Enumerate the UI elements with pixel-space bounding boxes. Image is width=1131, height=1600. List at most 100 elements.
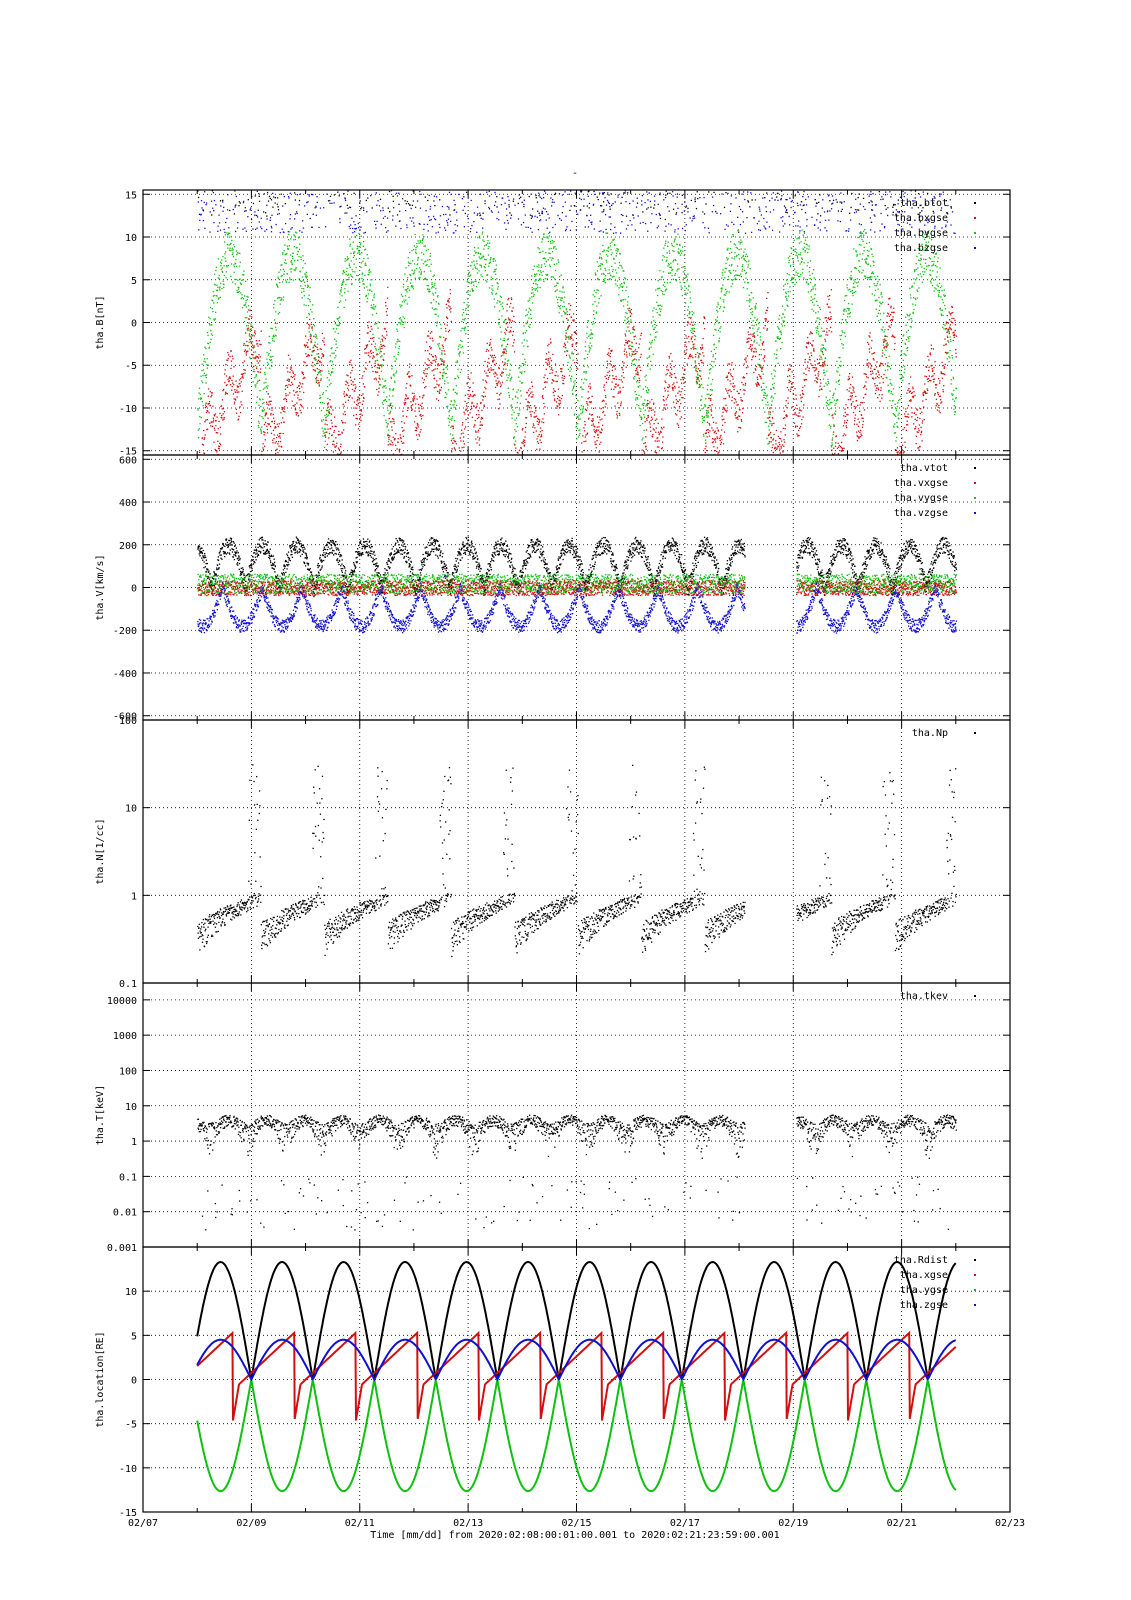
data-point [218,222,221,224]
data-point [559,402,562,404]
data-point [341,432,343,434]
data-point [523,371,526,373]
data-point [330,360,332,362]
data-point [357,428,360,430]
data-point [722,406,724,409]
data-point [564,313,566,315]
data-point [552,353,554,356]
data-point [714,328,716,331]
data-point [530,217,533,219]
data-point [355,278,357,281]
data-point [575,229,577,231]
data-point [245,230,248,232]
data-point [634,350,636,352]
data-point [391,441,394,444]
data-point [363,371,365,373]
data-point [722,269,724,271]
data-point [675,398,677,401]
data-point [404,402,407,404]
data-point [644,421,646,423]
data-point [432,369,435,371]
data-point [494,201,497,203]
data-point [439,348,441,350]
data-point [338,430,340,433]
data-point [494,270,496,272]
data-point [410,207,412,210]
data-point [370,337,372,340]
data-point [329,199,331,202]
data-point [519,409,521,411]
data-point [561,194,564,196]
data-point [467,393,469,396]
data-point [447,417,449,420]
data-point [482,379,484,381]
data-point [462,436,465,438]
data-point [331,361,334,363]
data-point [338,453,341,455]
data-point [461,340,463,342]
data-point [392,388,395,390]
data-point [335,445,337,447]
data-point [544,386,546,388]
data-point [410,279,412,281]
data-point [554,269,557,272]
data-point [217,277,219,279]
data-point [472,268,474,270]
data-point [574,331,576,333]
data-point [603,280,606,282]
x-tick-label: 02/21 [887,1518,917,1529]
data-point [527,401,529,403]
data-point [235,380,237,382]
data-point [389,435,391,437]
data-point [344,299,347,301]
data-point [392,200,395,203]
data-point [436,296,439,298]
data-point [367,293,370,295]
data-point [270,356,272,358]
data-point [352,366,354,369]
data-point [595,291,597,294]
data-point [567,319,569,321]
data-point [577,368,579,370]
data-point [229,383,232,386]
data-point [592,303,594,305]
data-point [210,329,212,332]
data-point [250,342,253,344]
data-point [412,260,414,262]
data-point [528,307,530,310]
data-point [300,383,302,385]
data-point [600,230,602,232]
data-point [236,252,239,254]
data-point [705,409,708,412]
data-point [346,381,348,384]
data-point [205,204,207,206]
data-point [448,424,450,427]
data-point [413,392,415,395]
data-point [623,277,626,279]
data-point [504,333,507,335]
data-point [408,296,410,299]
data-point [322,339,324,342]
data-point [410,405,413,407]
data-point [451,415,454,418]
data-point [405,394,407,396]
data-point [353,251,355,253]
data-point [670,376,673,378]
data-point [356,398,359,401]
data-point [712,354,714,356]
data-point [568,374,571,377]
data-point [601,211,603,213]
data-point [628,330,630,332]
data-point [520,447,523,449]
data-point [540,266,543,268]
data-point [503,339,505,342]
data-point [627,340,630,342]
data-point [352,384,355,386]
data-point [665,288,668,290]
data-point [708,422,710,425]
data-point [525,309,527,311]
data-point [252,381,254,383]
data-point [620,299,622,302]
data-point [442,360,444,362]
data-point [387,230,389,232]
